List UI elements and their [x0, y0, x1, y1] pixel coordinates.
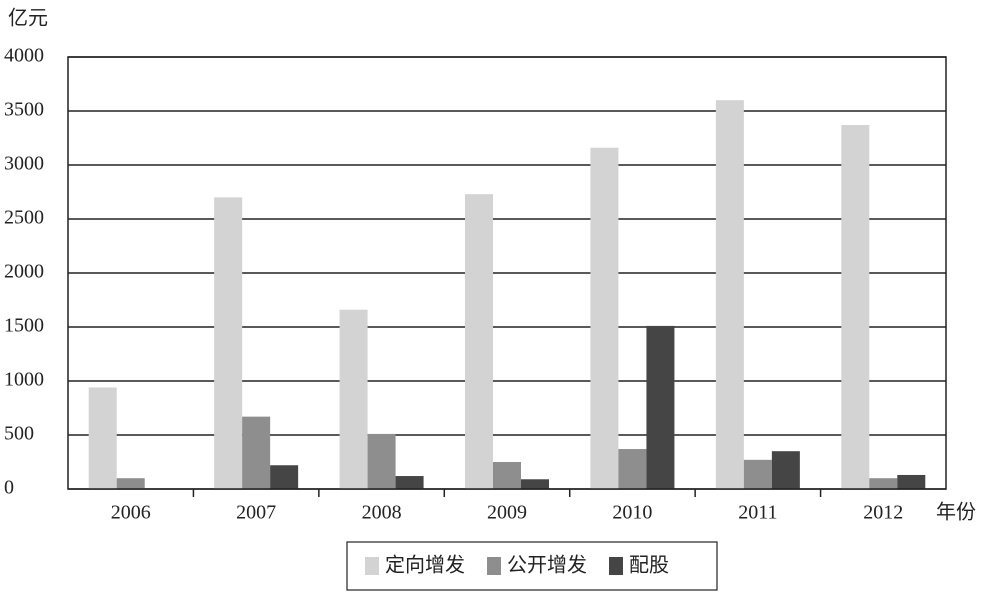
x-tick-label: 2010	[612, 502, 652, 524]
bar	[590, 147, 619, 489]
bar	[743, 459, 772, 489]
bar	[771, 451, 800, 489]
bar	[270, 465, 299, 489]
x-axis-label: 年份	[936, 501, 976, 524]
y-tick-label: 4000	[4, 45, 44, 67]
bar	[646, 325, 675, 489]
legend-swatch	[609, 557, 623, 575]
y-tick-label: 2000	[4, 261, 44, 283]
bar	[242, 416, 271, 489]
legend-swatch	[365, 557, 379, 575]
bar	[715, 100, 744, 489]
y-tick-label: 1500	[4, 315, 44, 337]
bar	[116, 478, 145, 489]
bar	[214, 197, 243, 489]
bar	[339, 309, 368, 489]
bar	[493, 462, 521, 489]
y-tick-label: 2500	[4, 207, 44, 229]
x-tick-label: 2009	[487, 502, 527, 524]
bar	[88, 387, 117, 489]
y-tick-label: 0	[4, 477, 14, 499]
bar	[367, 433, 396, 489]
bar	[897, 474, 926, 489]
bar	[465, 194, 493, 489]
x-tick-label: 2006	[111, 502, 151, 524]
legend-label: 公开增发	[507, 554, 587, 577]
y-tick-label: 1000	[4, 369, 44, 391]
bar	[521, 479, 549, 489]
x-tick-label: 2007	[236, 502, 276, 524]
legend-label: 配股	[629, 555, 669, 577]
y-tick-label: 3500	[4, 99, 44, 121]
plot-border	[67, 56, 947, 490]
legend-swatch	[487, 557, 501, 575]
bar	[395, 476, 424, 489]
bar	[869, 478, 898, 489]
y-axis-label: 亿元	[8, 7, 48, 30]
bar	[618, 449, 647, 489]
legend-label: 定向增发	[385, 554, 465, 577]
x-tick-label: 2008	[362, 502, 402, 524]
y-tick-label: 3000	[4, 153, 44, 175]
x-tick-label: 2011	[738, 502, 777, 524]
legend-box	[346, 541, 718, 591]
bar	[841, 125, 870, 489]
y-tick-label: 500	[4, 423, 34, 445]
x-tick-label: 2012	[863, 502, 903, 524]
